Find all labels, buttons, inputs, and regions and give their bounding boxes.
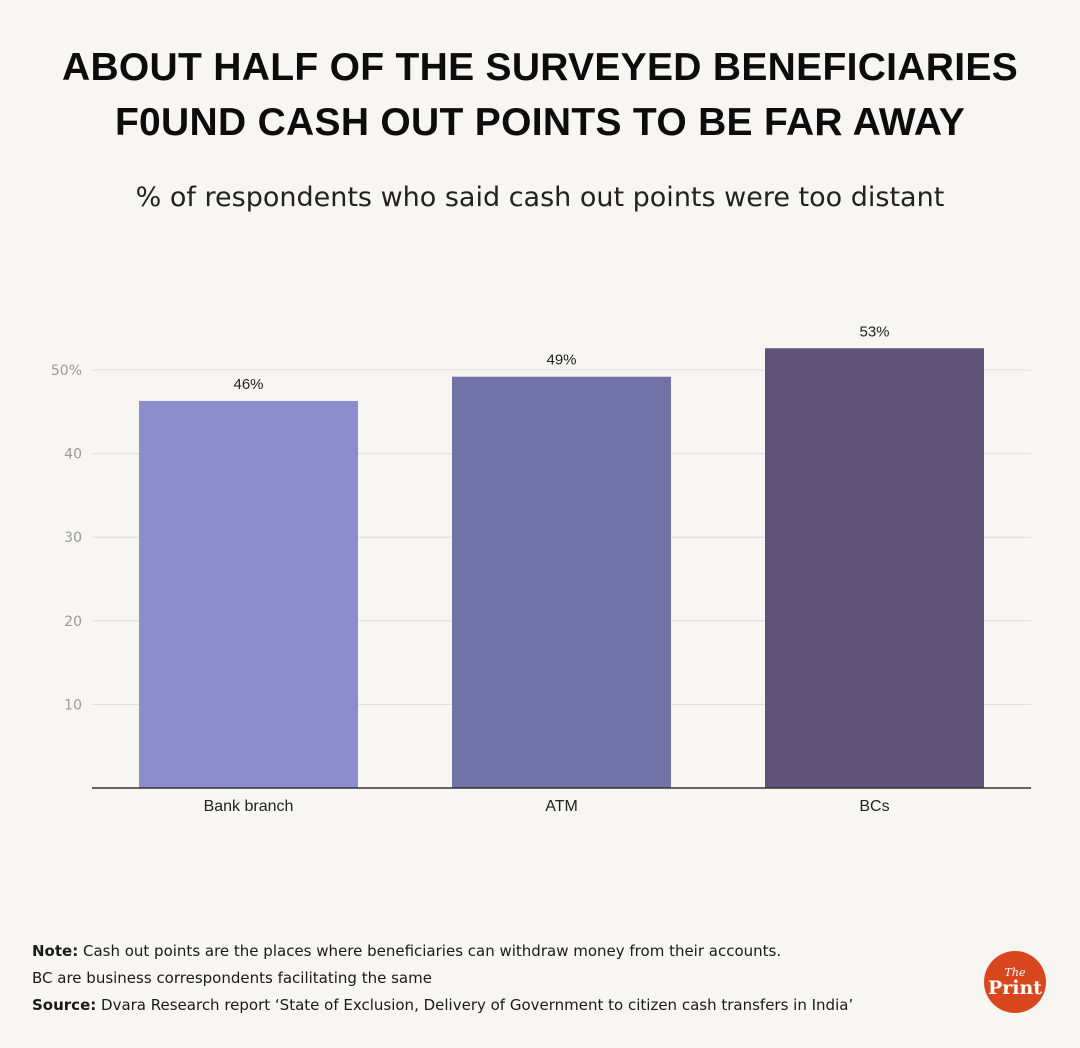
- source-label: Source:: [32, 996, 97, 1014]
- y-tick-label: 20: [64, 614, 82, 630]
- x-category-label: BCs: [859, 798, 889, 815]
- theprint-logo: The Print: [984, 951, 1046, 1013]
- chart-subtitle: % of respondents who said cash out point…: [135, 182, 945, 213]
- x-category-label: ATM: [545, 798, 578, 815]
- source-text: Dvara Research report ‘State of Exclusio…: [96, 996, 854, 1014]
- x-category-label: Bank branch: [204, 798, 294, 815]
- note-line: Note: Cash out points are the places whe…: [32, 938, 982, 965]
- chart-title: ABOUT HALF OF THE SURVEYED BENEFICIARIES…: [0, 40, 1080, 150]
- source-line: Source: Dvara Research report ‘State of …: [32, 992, 982, 1019]
- note-label: Note:: [32, 942, 79, 960]
- bar: [452, 376, 671, 788]
- data-label: 53%: [859, 323, 889, 340]
- y-tick-label: 40: [64, 447, 82, 463]
- data-label: 46%: [233, 376, 263, 393]
- logo-the: The: [1004, 965, 1026, 979]
- note-text: Cash out points are the places where ben…: [78, 942, 782, 960]
- footer-notes: Note: Cash out points are the places whe…: [32, 938, 982, 1019]
- y-tick-label: 10: [64, 697, 82, 713]
- logo-print: Print: [987, 976, 1043, 999]
- bar: [765, 348, 984, 788]
- y-tick-label: 30: [64, 530, 82, 546]
- note-line-2: BC are business correspondents facilitat…: [32, 969, 432, 987]
- data-label: 49%: [546, 352, 576, 369]
- y-tick-label: 50%: [51, 363, 82, 379]
- bar: [139, 400, 358, 788]
- chart-title-line-2: F0UND CASH OUT POINTS TO BE FAR AWAY: [114, 101, 966, 144]
- chart-title-line-1: ABOUT HALF OF THE SURVEYED BENEFICIARIES: [61, 46, 1019, 89]
